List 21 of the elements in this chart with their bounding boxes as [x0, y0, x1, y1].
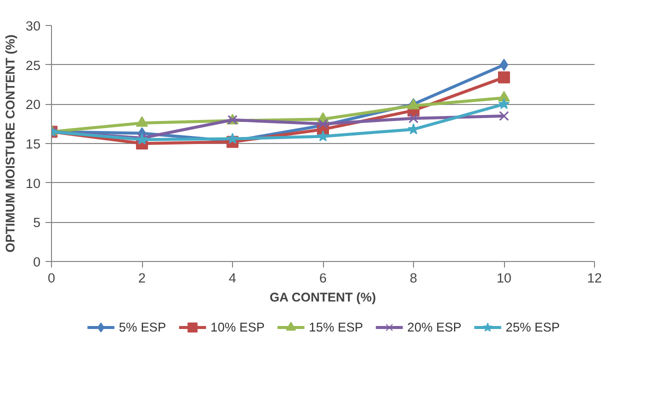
x-tick-label: 2 — [138, 270, 146, 286]
y-tick-label: 30 — [26, 18, 41, 34]
x-tick-label: 0 — [48, 270, 56, 286]
legend-label: 10% ESP — [210, 320, 265, 334]
x-tick-label: 12 — [587, 270, 602, 286]
y-axis-title: OPTIMUM MOISTURE CONTENT (%) — [4, 34, 18, 252]
y-tick-label: 20 — [26, 97, 41, 112]
y-tick-label: 15 — [26, 136, 41, 152]
x-tick-label: 8 — [410, 270, 418, 286]
x-axis-title: GA CONTENT (%) — [270, 290, 376, 304]
legend-label: 15% ESP — [308, 320, 364, 334]
y-tick-label: 25 — [26, 58, 41, 73]
x-tick-label: 10 — [496, 270, 512, 286]
legend-label: 5% ESP — [118, 320, 166, 334]
x-tick-label: 4 — [228, 270, 237, 286]
y-tick-label: 0 — [33, 254, 41, 270]
y-tick-label: 5 — [33, 215, 41, 230]
y-tick-label: 10 — [26, 176, 41, 191]
x-tick-label: 6 — [319, 270, 327, 286]
legend-label: 20% ESP — [407, 320, 462, 334]
legend-label: 25% ESP — [506, 320, 560, 334]
